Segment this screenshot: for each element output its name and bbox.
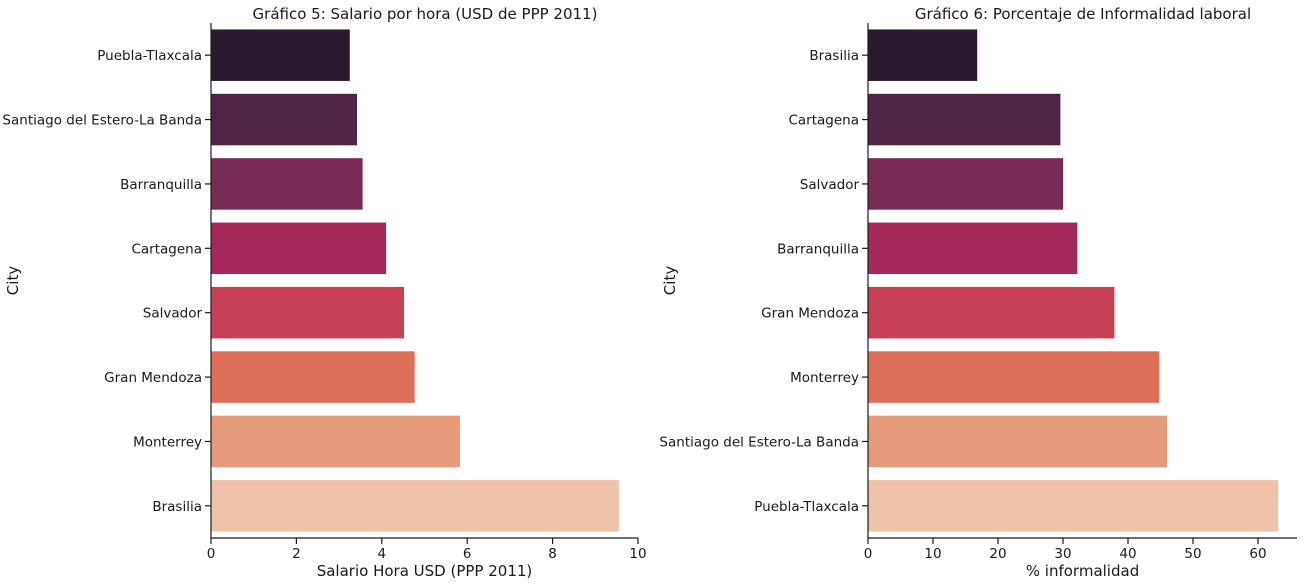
chart-informalidad-laboral: Gráfico 6: Porcentaje de Informalidad la… — [659, 5, 1297, 580]
bar-santiago-del-estero-la-banda — [868, 415, 1167, 468]
bar-cartagena — [211, 222, 387, 275]
x-tick-label: 10 — [629, 546, 646, 562]
bar-monterrey — [211, 415, 460, 468]
y-tick-label: Gran Mendoza — [761, 306, 859, 322]
bar-cartagena — [868, 93, 1061, 146]
x-tick-label: 0 — [207, 546, 216, 562]
y-tick-label: Monterrey — [133, 434, 202, 450]
x-tick-label: 50 — [1184, 546, 1201, 562]
x-axis-label: % informalidad — [1026, 562, 1139, 580]
y-tick-label: Santiago del Estero-La Banda — [2, 113, 202, 129]
y-tick-label: Monterrey — [790, 370, 859, 386]
y-tick-label: Salvador — [800, 177, 860, 193]
y-tick-label: Barranquilla — [120, 177, 202, 193]
y-axis-label: City — [661, 266, 679, 296]
bar-gran-mendoza — [868, 286, 1115, 339]
y-tick-label: Puebla-Tlaxcala — [97, 48, 202, 64]
bar-salvador — [211, 286, 405, 339]
x-tick-label: 40 — [1119, 546, 1136, 562]
x-tick-label: 60 — [1249, 546, 1266, 562]
bar-barranquilla — [868, 222, 1078, 275]
y-tick-label: Gran Mendoza — [104, 370, 202, 386]
y-tick-label: Salvador — [143, 306, 203, 322]
x-tick-label: 30 — [1054, 546, 1071, 562]
y-tick-label: Cartagena — [131, 241, 202, 257]
bar-puebla-tlaxcala — [211, 29, 350, 81]
y-tick-label: Brasilia — [809, 48, 859, 64]
x-tick-label: 2 — [292, 546, 301, 562]
y-tick-label: Puebla-Tlaxcala — [754, 499, 859, 515]
y-tick-label: Brasilia — [152, 499, 202, 515]
chart-title: Gráfico 6: Porcentaje de Informalidad la… — [915, 5, 1251, 23]
x-tick-label: 10 — [924, 546, 941, 562]
bar-puebla-tlaxcala — [868, 480, 1279, 532]
chart-title: Gráfico 5: Salario por hora (USD de PPP … — [253, 5, 598, 23]
y-axis-label: City — [4, 266, 22, 296]
bar-monterrey — [868, 351, 1160, 403]
chart-salario-por-hora: Gráfico 5: Salario por hora (USD de PPP … — [2, 5, 646, 580]
x-tick-label: 20 — [989, 546, 1006, 562]
x-tick-label: 4 — [378, 546, 387, 562]
x-tick-label: 8 — [548, 546, 557, 562]
bar-barranquilla — [211, 158, 363, 210]
y-tick-label: Cartagena — [788, 113, 859, 129]
x-tick-label: 0 — [864, 546, 873, 562]
y-tick-label: Santiago del Estero-La Banda — [659, 434, 859, 450]
x-axis-label: Salario Hora USD (PPP 2011) — [317, 562, 533, 580]
bar-brasilia — [868, 29, 978, 81]
bar-brasilia — [211, 480, 619, 532]
bar-santiago-del-estero-la-banda — [211, 93, 358, 146]
bar-gran-mendoza — [211, 351, 415, 403]
x-tick-label: 6 — [463, 546, 472, 562]
y-tick-label: Barranquilla — [777, 241, 859, 257]
bar-salvador — [868, 158, 1063, 210]
